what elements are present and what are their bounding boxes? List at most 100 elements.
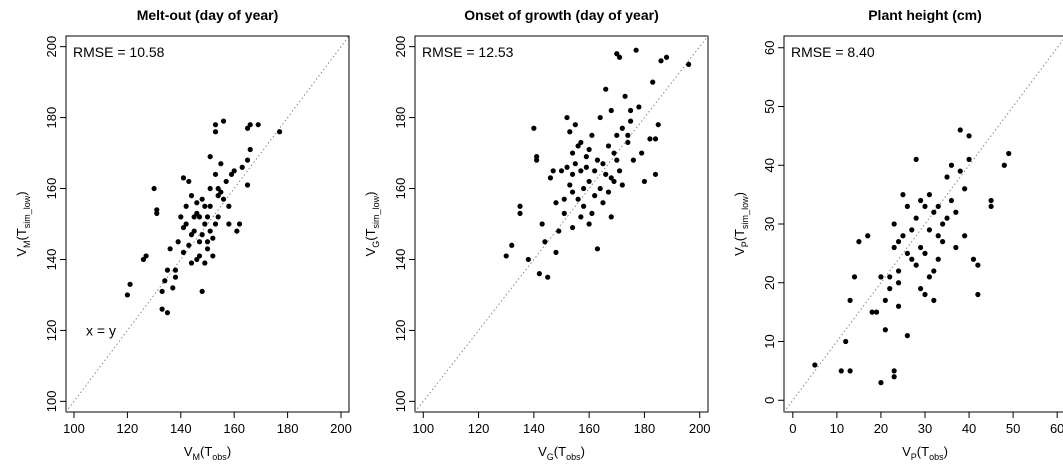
data-point (655, 122, 661, 128)
data-point (605, 143, 612, 149)
data-point (207, 154, 213, 160)
data-point (652, 136, 659, 142)
data-point (873, 309, 880, 315)
data-point (509, 242, 515, 248)
data-point (586, 178, 592, 185)
data-point (220, 196, 227, 202)
data-point (581, 203, 587, 209)
data-point (895, 280, 902, 286)
data-point (215, 214, 221, 220)
data-point (569, 171, 576, 177)
data-point (553, 249, 559, 255)
data-point (218, 189, 224, 195)
data-point (539, 221, 545, 227)
data-point (194, 256, 200, 263)
x-tick-label: 60 (1050, 421, 1063, 436)
x-label-var-sub: obs (929, 452, 944, 462)
data-point (625, 139, 631, 146)
plot-frame (783, 35, 1063, 413)
data-point (583, 164, 589, 170)
data-point (172, 274, 179, 280)
y-tick-label: 100 (393, 391, 408, 413)
data-point (913, 215, 919, 221)
y-tick-label: 200 (393, 36, 408, 58)
panel-2: Onset of growth (day of year) 100 120 140 16… (363, 7, 711, 462)
data-point (603, 171, 609, 177)
x-tick-label: 120 (468, 421, 490, 436)
plot-frame (65, 35, 350, 413)
y-tick-label: 100 (44, 391, 59, 413)
data-point (207, 203, 213, 209)
data-point (542, 239, 548, 245)
data-point (625, 132, 631, 138)
data-point (589, 210, 595, 216)
data-point (630, 157, 636, 163)
data-point (966, 133, 972, 139)
y-axis-label: VG(Tsim_low) (363, 192, 381, 257)
data-point (589, 132, 595, 138)
data-point (247, 146, 253, 153)
data-point (223, 178, 229, 185)
data-point (564, 164, 570, 170)
data-point (226, 203, 232, 209)
identity-line (65, 35, 350, 413)
data-point (547, 175, 554, 181)
data-point (940, 239, 946, 245)
data-point (611, 178, 617, 185)
x-axis-label: VP(Tobs) (902, 444, 948, 462)
data-point (207, 185, 213, 192)
data-point (194, 210, 200, 216)
data-point (940, 221, 946, 227)
data-point (975, 291, 981, 298)
data-point (578, 168, 584, 174)
data-point (614, 51, 620, 57)
data-point (650, 79, 656, 85)
data-point (887, 286, 893, 292)
data-point (658, 58, 664, 64)
data-point (856, 239, 862, 245)
data-point (603, 86, 609, 92)
data-point (592, 193, 598, 199)
data-point (536, 271, 542, 277)
data-point (556, 228, 562, 234)
data-point (162, 278, 168, 284)
x-label-var: T (558, 444, 566, 459)
data-point (572, 161, 578, 167)
y-tick-label: 160 (44, 178, 59, 200)
data-point (194, 200, 200, 206)
data-point (622, 93, 628, 99)
data-point (614, 132, 620, 138)
y-label-paren-close: ) (732, 192, 747, 196)
data-point (199, 232, 205, 238)
data-point (239, 164, 245, 170)
x-tick-label: 0 (789, 421, 796, 436)
data-point (159, 306, 165, 312)
y-tick-label: 140 (393, 249, 408, 271)
data-point (935, 256, 941, 262)
data-point (616, 54, 623, 60)
data-point (891, 368, 897, 374)
panel-1: Melt-out (day of year) 100 120 140 160 180 200… (14, 7, 352, 462)
x-label-main: V (184, 444, 193, 459)
data-point (900, 233, 906, 239)
x-label-main: V (538, 444, 547, 459)
data-point (561, 210, 567, 216)
y-tick-label: 180 (393, 107, 408, 129)
data-point (944, 174, 950, 180)
data-point (614, 157, 620, 163)
data-point (550, 168, 556, 174)
x-tick-label: 50 (1006, 421, 1020, 436)
data-point (212, 171, 219, 177)
data-point (188, 193, 195, 199)
y-label-var: T (732, 229, 747, 237)
data-point (207, 228, 213, 234)
data-point (196, 253, 203, 259)
data-point (600, 161, 606, 167)
data-point (931, 209, 937, 215)
data-point (545, 274, 551, 280)
data-point (608, 107, 614, 114)
data-point (186, 242, 192, 248)
data-point (569, 150, 576, 156)
y-tick-label: 200 (44, 36, 59, 58)
data-point (843, 338, 849, 345)
